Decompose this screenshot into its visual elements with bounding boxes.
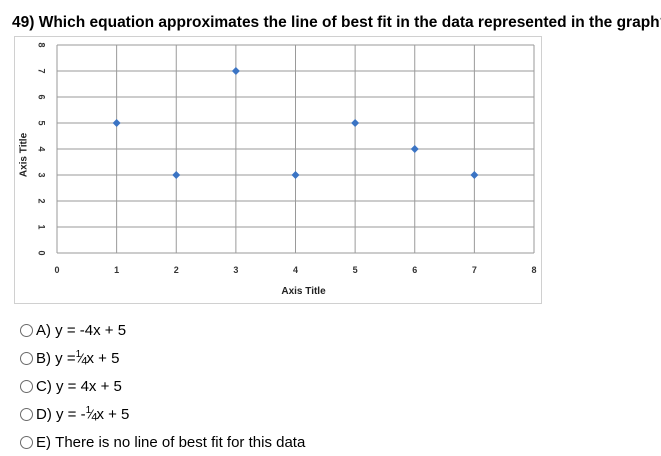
y-tick-label: 5 [37,120,47,125]
option-c-radio[interactable] [20,379,33,393]
option-b-radio[interactable] [20,351,33,365]
option-a-letter: A) [36,321,51,339]
option-d-radio[interactable] [20,407,33,421]
data-point [231,67,240,75]
data-point [172,171,181,179]
y-tick-label: 8 [37,42,47,47]
data-point [291,171,300,179]
option-c-letter: C) [36,377,52,395]
y-tick-label: 2 [37,198,47,203]
y-tick-label: 1 [37,224,47,229]
question-text: 49) Which equation approximates the line… [12,14,661,31]
option-d-letter: D) [36,405,52,423]
option-a-text: y = -4x + 5 [55,321,127,339]
option-b[interactable]: B) y = 1⁄4 x + 5 [20,344,305,372]
option-b-letter: B) [36,349,51,367]
x-tick-label: 5 [353,265,358,275]
data-point [470,171,479,179]
data-point [351,119,360,127]
option-a[interactable]: A) y = -4x + 5 [20,316,305,344]
x-tick-label: 4 [293,265,298,275]
option-a-radio[interactable] [20,323,33,337]
option-c[interactable]: C) y = 4x + 5 [20,372,305,400]
option-d-fraction: 1⁄4 [85,404,98,424]
data-point [112,119,121,127]
option-e[interactable]: E) There is no line of best fit for this… [20,428,305,456]
y-tick-label: 7 [37,68,47,73]
y-tick-label: 6 [37,94,47,99]
option-e-letter: E) [36,433,51,451]
x-tick-label: 3 [233,265,238,275]
option-c-text: y = 4x + 5 [56,377,122,395]
x-tick-label: 8 [531,265,536,275]
option-b-text-end: x + 5 [86,349,120,367]
x-tick-label: 2 [174,265,179,275]
scatter-chart: 0 1 2 3 4 5 6 7 8 0 1 2 3 4 5 6 7 8 Axis Title Axis Title [14,36,542,304]
y-tick-label: 4 [37,146,47,151]
x-tick-label: 0 [54,265,59,275]
answer-options: A) y = -4x + 5 B) y = 1⁄4 x + 5 C) y = 4… [20,316,305,456]
option-e-radio[interactable] [20,435,33,449]
data-point [410,145,419,153]
option-d[interactable]: D) y = - 1⁄4 x + 5 [20,400,305,428]
option-b-fraction: 1⁄4 [75,348,88,368]
y-tick-label: 3 [37,172,47,177]
x-axis-title: Axis Title [281,286,326,297]
option-e-text: There is no line of best fit for this da… [55,433,306,451]
x-tick-label: 1 [114,265,119,275]
option-d-text: y = - [56,405,86,423]
y-tick-label: 0 [37,250,47,255]
y-axis-title: Axis Title [19,132,30,177]
chart-svg: 0 1 2 3 4 5 6 7 8 0 1 2 3 4 5 6 7 8 Axis Title Axis Title [19,42,537,297]
x-tick-label: 6 [412,265,417,275]
x-tick-label: 7 [472,265,477,275]
option-b-text: y = [55,349,76,367]
option-d-text-end: x + 5 [96,405,130,423]
